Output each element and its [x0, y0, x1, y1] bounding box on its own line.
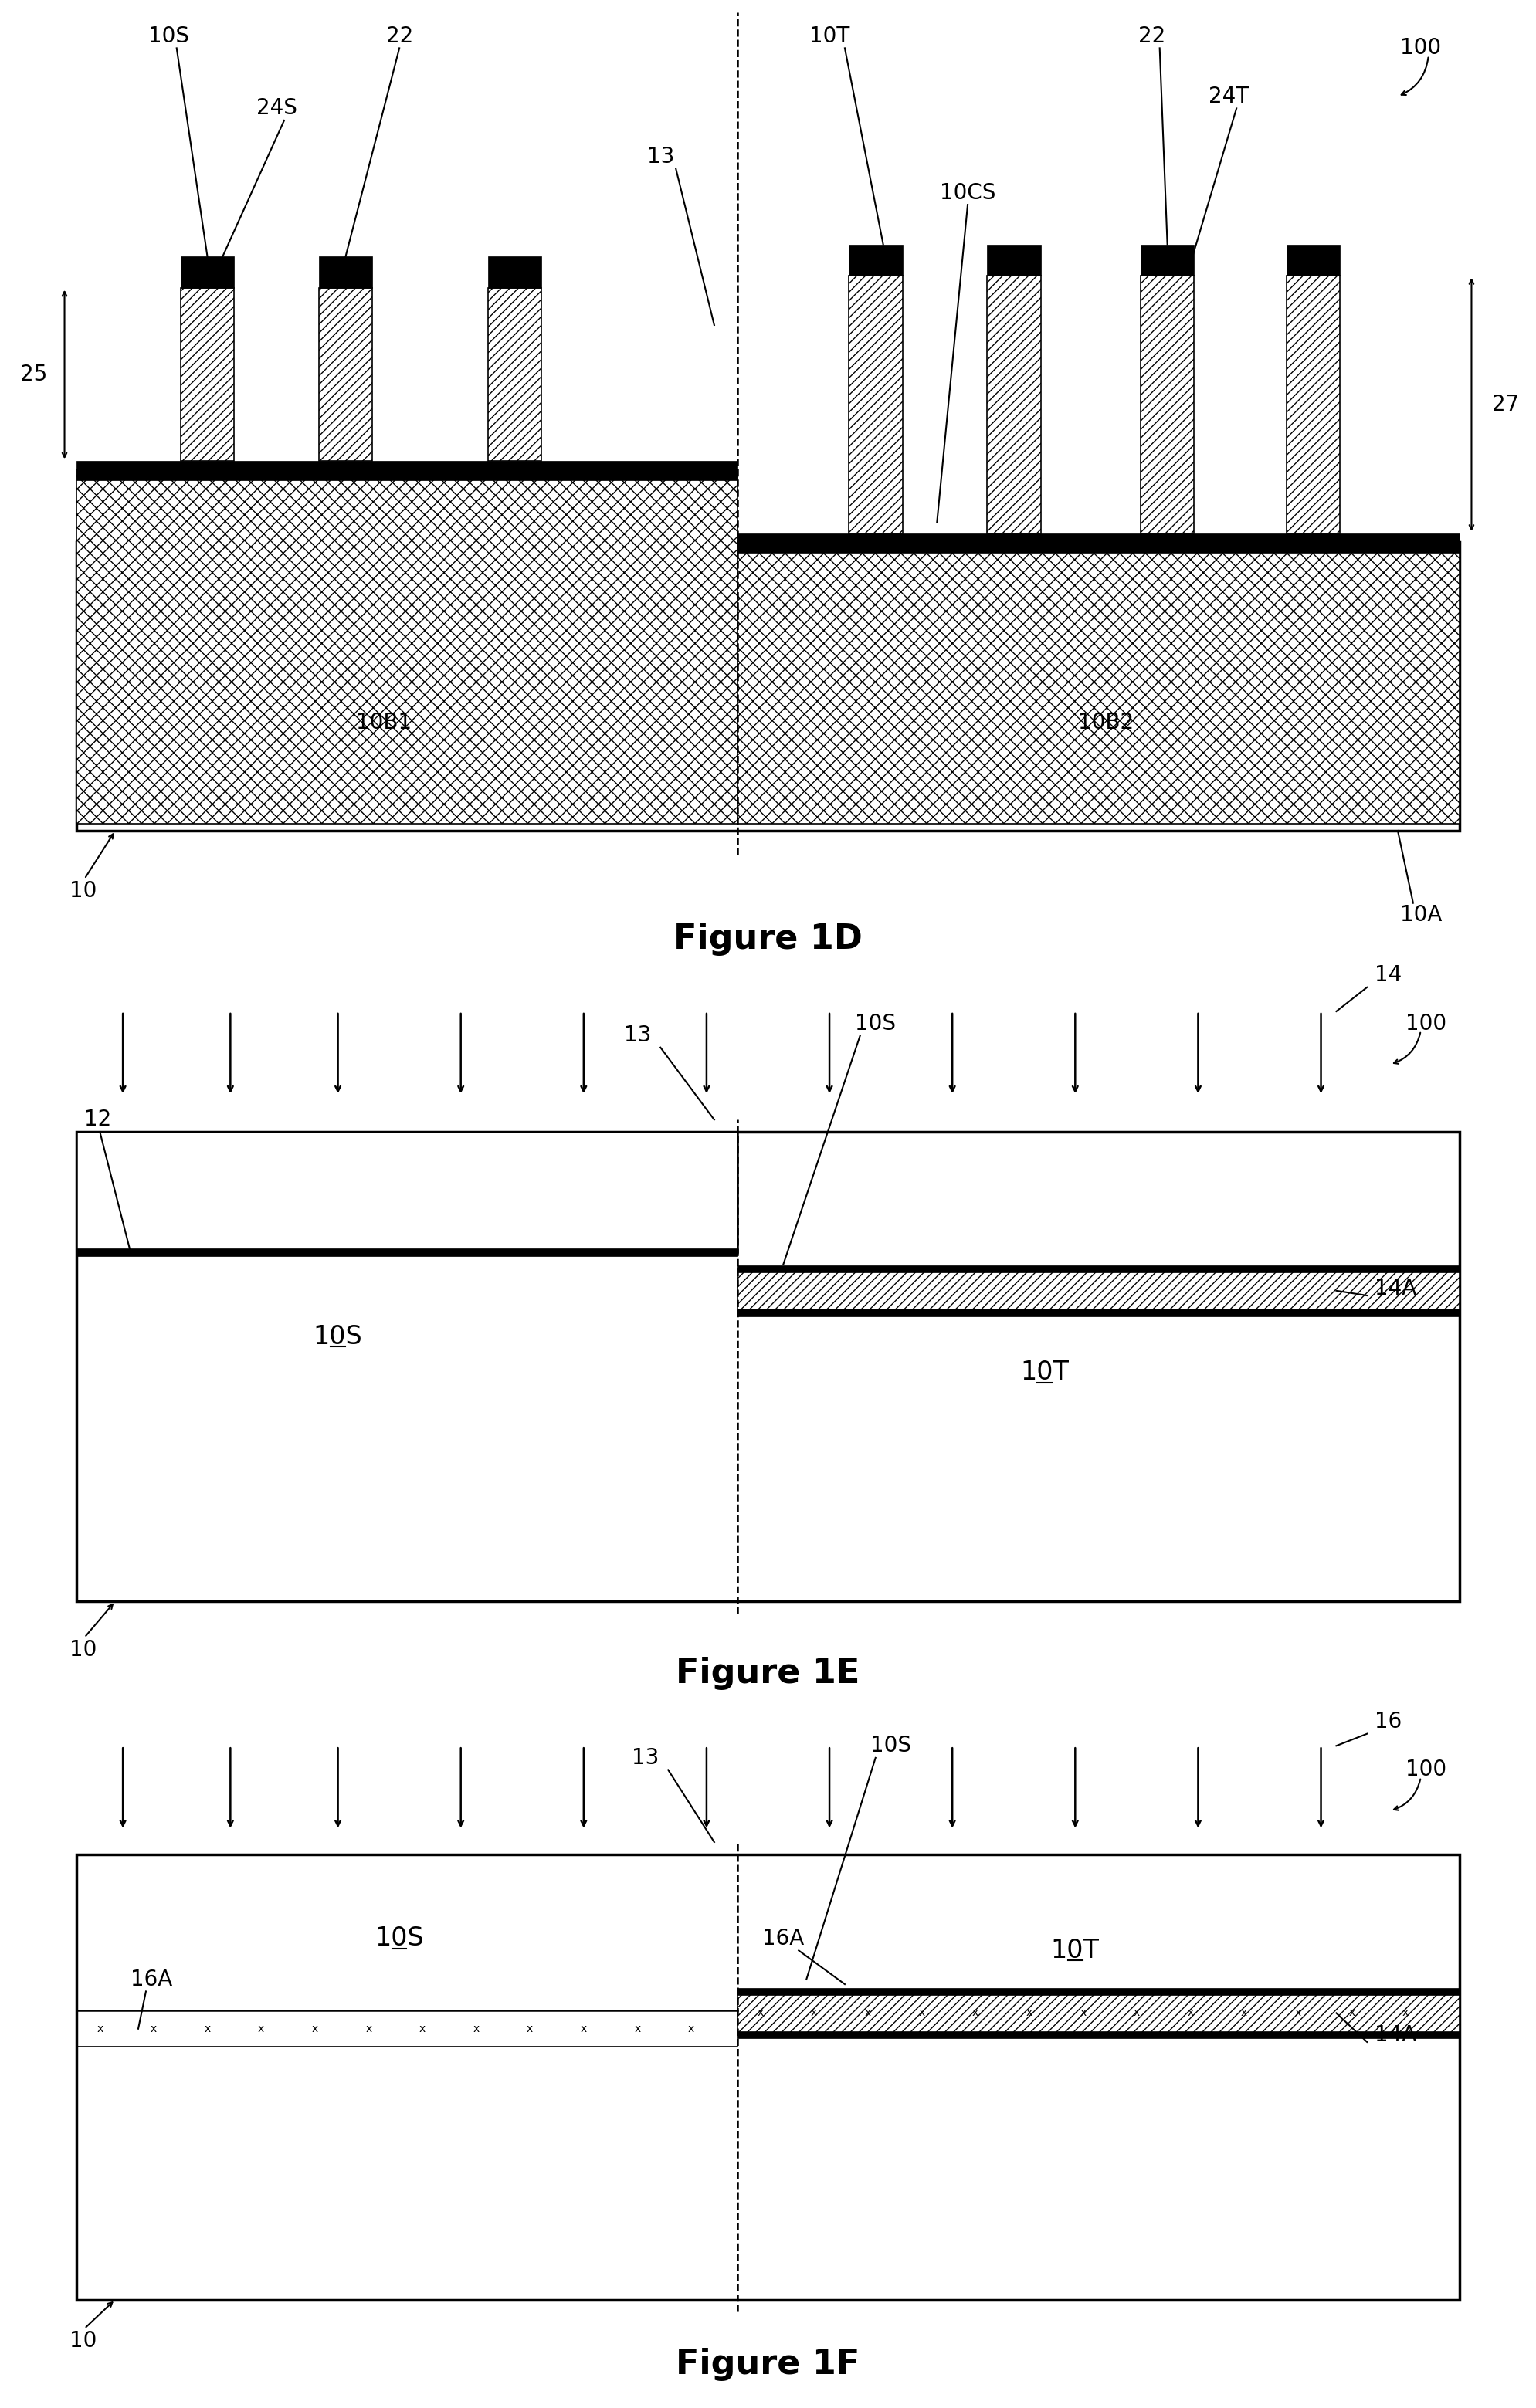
Text: x: x	[972, 2008, 978, 2018]
Text: 100: 100	[1405, 1014, 1447, 1033]
Bar	[986, 277, 1041, 535]
Text: 12: 12	[84, 1110, 112, 1129]
Text: 16A: 16A	[131, 1970, 172, 1989]
Text: 27: 27	[1491, 395, 1519, 414]
Bar	[488, 255, 541, 287]
Text: x: x	[581, 2023, 587, 2035]
Text: 16A: 16A	[762, 1929, 805, 1948]
Bar	[77, 1132, 737, 1252]
Text: 16: 16	[1375, 1712, 1402, 1731]
Text: x: x	[1134, 2008, 1140, 2018]
Bar	[986, 246, 1041, 277]
Text: x: x	[688, 2023, 694, 2035]
Text: x: x	[634, 2023, 641, 2035]
Bar	[848, 246, 903, 277]
Text: 10S: 10S	[149, 26, 189, 46]
Bar	[1140, 246, 1195, 277]
Text: x: x	[312, 2023, 318, 2035]
Text: 10T: 10T	[1020, 1361, 1069, 1385]
Text: 14: 14	[1375, 966, 1402, 985]
Text: 13: 13	[624, 1026, 651, 1045]
Bar	[1140, 277, 1195, 535]
Text: 22: 22	[386, 26, 413, 46]
Bar	[848, 277, 903, 535]
Text: Figure 1D: Figure 1D	[673, 922, 863, 956]
Text: 10B1: 10B1	[356, 713, 412, 732]
Text: 10T: 10T	[1051, 1938, 1100, 1963]
Bar	[1287, 277, 1339, 535]
Text: 13: 13	[631, 1748, 659, 1767]
Bar	[77, 1854, 1459, 2300]
Text: x: x	[1026, 2008, 1032, 2018]
Bar	[737, 542, 1459, 824]
Bar	[77, 1132, 1459, 1601]
Text: Figure 1F: Figure 1F	[676, 2348, 860, 2382]
Text: x: x	[258, 2023, 264, 2035]
Text: 10B2: 10B2	[1078, 713, 1134, 732]
Text: x: x	[757, 2008, 763, 2018]
Text: x: x	[919, 2008, 925, 2018]
Bar	[77, 470, 737, 824]
Bar	[737, 2030, 1459, 2037]
Text: 10CS: 10CS	[940, 183, 995, 202]
Bar	[181, 287, 233, 462]
Text: 10: 10	[69, 881, 97, 901]
Text: 24S: 24S	[257, 99, 296, 118]
Text: x: x	[1349, 2008, 1355, 2018]
Text: x: x	[1187, 2008, 1193, 2018]
Text: 10S: 10S	[856, 1014, 895, 1033]
Text: 25: 25	[20, 364, 48, 385]
Text: 10S: 10S	[313, 1324, 362, 1348]
Text: x: x	[527, 2023, 533, 2035]
Bar	[737, 1991, 1459, 2035]
Text: x: x	[97, 2023, 103, 2035]
Bar	[737, 1310, 1459, 1315]
Bar	[737, 1987, 1459, 1994]
Text: 10: 10	[69, 2331, 97, 2350]
Bar	[77, 542, 1459, 831]
Bar	[1287, 246, 1339, 277]
Text: x: x	[1402, 2008, 1409, 2018]
Text: x: x	[473, 2023, 479, 2035]
Text: 10S: 10S	[871, 1736, 911, 1755]
Bar	[319, 255, 372, 287]
Text: 10A: 10A	[1399, 905, 1442, 925]
Text: x: x	[1241, 2008, 1247, 2018]
Bar	[77, 1247, 737, 1257]
Text: x: x	[1080, 2008, 1086, 2018]
Text: 10S: 10S	[375, 1926, 424, 1950]
Text: 24T: 24T	[1209, 87, 1249, 106]
Text: Figure 1E: Figure 1E	[676, 1657, 860, 1690]
Text: 10T: 10T	[809, 26, 849, 46]
Text: x: x	[204, 2023, 210, 2035]
Text: x: x	[811, 2008, 817, 2018]
Text: 100: 100	[1401, 39, 1441, 58]
Text: 14A: 14A	[1375, 2025, 1416, 2044]
Text: x: x	[151, 2023, 157, 2035]
Text: x: x	[1295, 2008, 1301, 2018]
Text: 100: 100	[1405, 1760, 1447, 1780]
Bar	[737, 535, 1459, 554]
Bar	[181, 255, 233, 287]
Bar	[737, 1269, 1459, 1312]
Bar	[488, 287, 541, 462]
Bar	[737, 1267, 1459, 1271]
Text: 14A: 14A	[1375, 1279, 1416, 1298]
Text: 22: 22	[1138, 26, 1166, 46]
Text: x: x	[366, 2023, 372, 2035]
Text: 10: 10	[69, 1640, 97, 1659]
Text: 13: 13	[647, 147, 674, 166]
Text: x: x	[419, 2023, 425, 2035]
Bar	[77, 462, 737, 479]
Text: x: x	[865, 2008, 871, 2018]
Bar	[319, 287, 372, 462]
